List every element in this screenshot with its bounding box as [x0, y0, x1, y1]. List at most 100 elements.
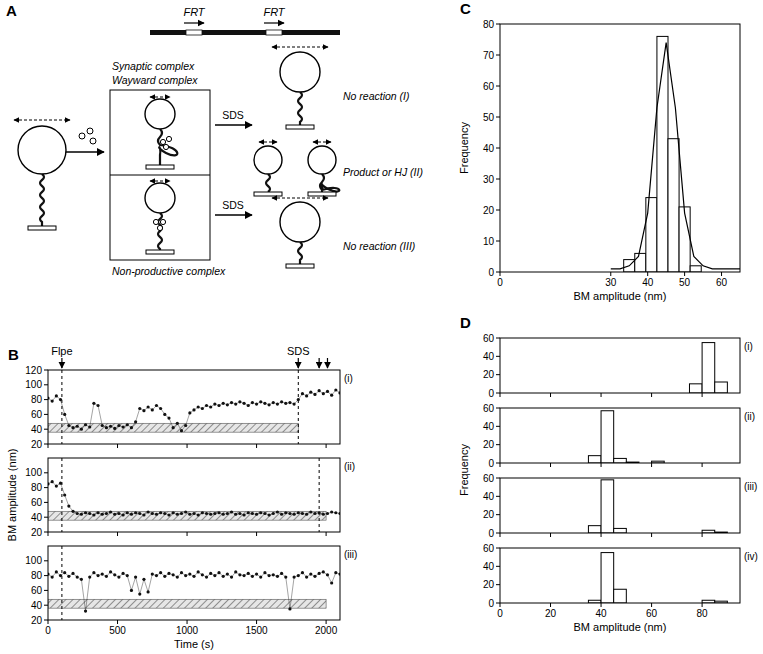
y-tick-label: 40 [483, 491, 495, 502]
trace-point [71, 572, 74, 575]
y-tick-label: 20 [483, 205, 495, 216]
x-tick-label: 2000 [315, 625, 338, 636]
trace-point [263, 402, 266, 405]
trace-point [88, 425, 91, 428]
dna-tether [266, 174, 270, 192]
plot-frame [48, 370, 340, 444]
trace-point [205, 404, 208, 407]
brownian-motion-arrow [14, 120, 70, 121]
trace-point [80, 578, 83, 581]
trace-point [259, 511, 262, 514]
trace-point [242, 402, 245, 405]
x-tick [550, 393, 551, 397]
x-tick-label: 1500 [245, 625, 268, 636]
y-tick-label: 80 [483, 19, 495, 30]
trace-line [48, 572, 340, 611]
trace-point [309, 510, 312, 513]
trace-point [267, 574, 270, 577]
outcome-label: No reaction (III) [343, 240, 415, 252]
trace-point [84, 423, 87, 426]
tethered-bead [254, 142, 282, 196]
y-tick [496, 241, 500, 242]
tethered-bead [308, 142, 339, 196]
trace-point [176, 575, 179, 578]
trace-point [167, 513, 170, 516]
y-tick [44, 620, 48, 621]
x-tick [187, 532, 188, 536]
histogram-bar [702, 343, 715, 393]
y-tick-label: 80 [31, 570, 43, 581]
trace-point [76, 512, 79, 515]
trace-point [92, 402, 95, 405]
panel-a: AFRTFRTSynaptic complexWayward complexNo… [6, 2, 423, 277]
trace-point [109, 570, 112, 573]
plot-marks [588, 480, 727, 533]
trace-point [155, 513, 158, 516]
x-tick [550, 603, 551, 607]
y-tick-label: 60 [483, 543, 495, 554]
y-tick-label: 60 [483, 473, 495, 484]
trace-point [226, 512, 229, 515]
trace-point [297, 398, 300, 401]
x-tick [326, 620, 327, 624]
trace-point [117, 424, 120, 427]
histogram-bar [679, 207, 690, 272]
dna-tether [40, 174, 44, 226]
y-tick-label: 60 [31, 497, 43, 508]
histogram-bar [635, 253, 646, 272]
trace-point [259, 575, 262, 578]
trace-point [213, 402, 216, 405]
x-tick [48, 532, 49, 536]
trace-point [138, 512, 141, 515]
trace-point [121, 513, 124, 516]
x-tick [702, 603, 703, 607]
subplot-label: (iii) [744, 481, 757, 492]
trace-point [142, 409, 145, 412]
trace-point [272, 512, 275, 515]
sds-label: SDS [222, 109, 244, 121]
trace-point [126, 574, 129, 577]
trace-point [92, 513, 95, 516]
trace-point [205, 575, 208, 578]
trace-point [130, 426, 133, 429]
trace-point [67, 505, 70, 508]
trace-point [284, 402, 287, 405]
x-tick [117, 444, 118, 448]
surface [286, 264, 314, 268]
trace-point [101, 424, 104, 427]
subplot-label: (i) [744, 341, 753, 352]
trace-point [192, 575, 195, 578]
plot-frame [48, 546, 340, 620]
tethered-bead [272, 47, 328, 129]
surface [146, 165, 174, 169]
trace-point [234, 513, 237, 516]
histogram-bar [588, 456, 601, 463]
sds-arrow [215, 214, 252, 215]
trace-point [330, 510, 333, 513]
x-tick [500, 533, 501, 537]
dna-tether [158, 213, 162, 250]
trace-point [280, 400, 283, 403]
x-tick [326, 444, 327, 448]
tethered-bead [145, 181, 175, 254]
trace-point [247, 511, 250, 514]
expected-range-band [48, 423, 298, 432]
trace-point [117, 575, 120, 578]
frt-arrow [264, 22, 284, 23]
histogram-bar [601, 411, 614, 463]
trace-point [284, 575, 287, 578]
histogram-bar [715, 382, 728, 393]
trace-point [59, 398, 62, 401]
gaussian-fit [611, 43, 740, 269]
subplot-label: (iv) [744, 551, 758, 562]
y-tick-label: 40 [483, 351, 495, 362]
y-axis-label: Frequency [458, 444, 470, 496]
plot-frame [48, 458, 340, 532]
trace-point [230, 510, 233, 513]
y-tick [496, 496, 500, 497]
chart-2: 050010001500200020406080100(iii)Time (s) [25, 546, 357, 650]
trace-point [326, 573, 329, 576]
trace-point [88, 512, 91, 515]
trace-point [71, 426, 74, 429]
x-tick-label: 40 [595, 608, 607, 619]
